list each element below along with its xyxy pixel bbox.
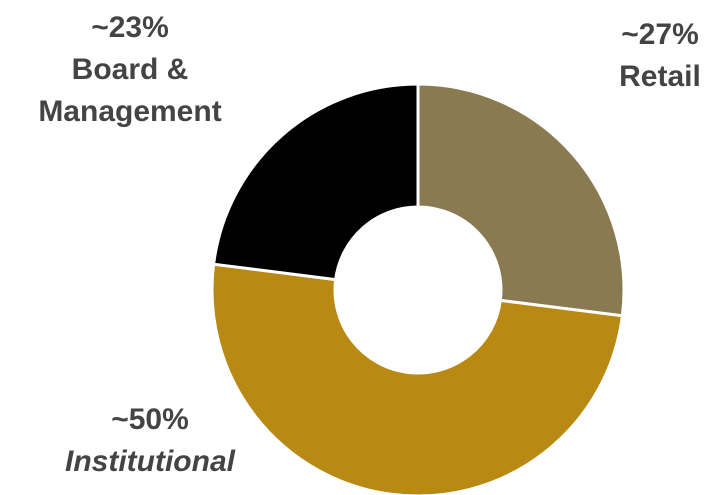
category-label: Board & Management: [38, 53, 222, 128]
donut-segment: [211, 82, 420, 282]
donut-segment: [416, 82, 626, 318]
donut-segment: [210, 262, 625, 495]
segment-label: ~23% Board & Management: [10, 7, 250, 133]
segment-label: ~27% Retail: [585, 14, 715, 98]
value-label: ~50%: [111, 403, 189, 436]
category-label: Retail: [619, 60, 701, 93]
value-label: ~27%: [621, 18, 699, 51]
value-label: ~23%: [91, 11, 169, 44]
segment-label: ~50% Institutional: [20, 399, 280, 483]
category-label: Institutional: [65, 445, 235, 478]
